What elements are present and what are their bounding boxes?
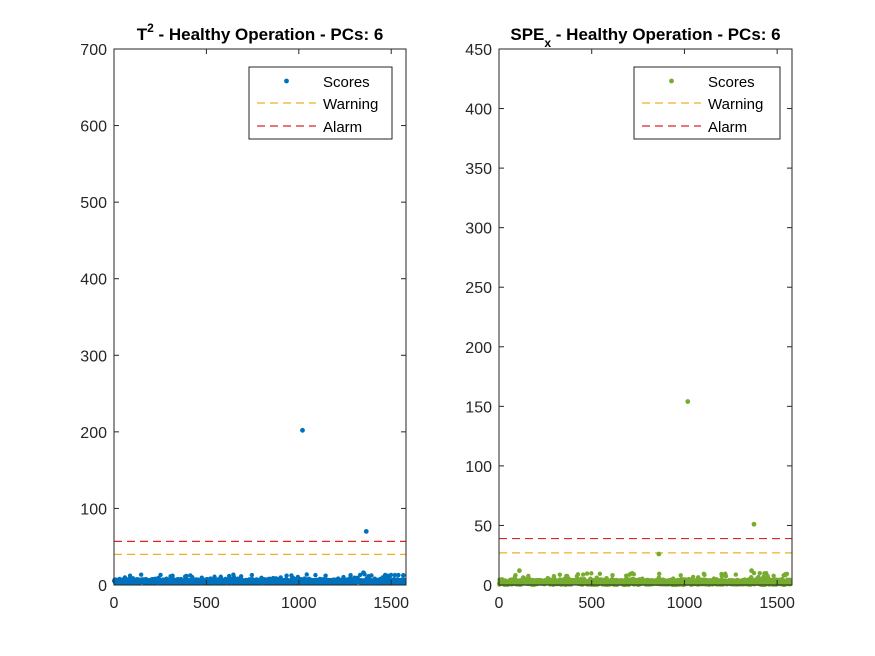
- score-point: [170, 573, 175, 578]
- title-subscript: x: [544, 36, 551, 50]
- chart-panel-1: 0 100 200 300 400 500 600 700 0 500 1000 1500 T2 - H…: [80, 21, 409, 612]
- legend-scores-marker: [669, 78, 674, 84]
- y-tick-label: 450: [465, 42, 492, 59]
- score-point: [771, 573, 776, 578]
- score-point: [757, 571, 762, 576]
- score-point: [580, 572, 586, 577]
- legend: Scores Warning Alarm: [248, 66, 393, 140]
- legend-warning-label: Warning: [708, 96, 763, 113]
- score-point: [784, 571, 790, 577]
- legend-warning-label: Warning: [323, 96, 378, 113]
- legend: Scores Warning Alarm: [633, 66, 781, 140]
- score-point: [396, 572, 401, 578]
- score-point: [127, 573, 133, 578]
- score-point: [385, 573, 390, 578]
- legend-scores-label: Scores: [323, 74, 370, 91]
- y-tick-label: 300: [465, 221, 492, 238]
- score-point: [610, 572, 615, 578]
- score-point: [719, 573, 725, 579]
- score-point-outlier: [516, 568, 522, 574]
- title-main: T: [137, 25, 148, 44]
- title-superscript: 2: [147, 21, 154, 35]
- x-tick-label: 1000: [667, 595, 703, 612]
- score-point: [249, 572, 255, 578]
- score-point: [678, 573, 683, 578]
- x-tick-label: 1500: [759, 595, 795, 612]
- score-point: [313, 572, 318, 578]
- legend-alarm-label: Alarm: [708, 119, 747, 136]
- y-tick-label: 400: [80, 272, 107, 289]
- score-point: [357, 572, 363, 578]
- y-tick-label: 100: [80, 501, 107, 518]
- y-tick-label: 200: [465, 340, 492, 357]
- score-point-outlier: [751, 521, 757, 527]
- title-rest: - Healthy Operation - PCs: 6: [154, 25, 384, 44]
- score-point: [388, 572, 394, 578]
- score-point: [575, 572, 581, 577]
- title-main: SPE: [510, 25, 544, 44]
- y-tick-label: 500: [80, 195, 107, 212]
- legend-scores-label: Scores: [708, 74, 755, 91]
- score-point: [138, 572, 144, 577]
- y-tick-label: 700: [80, 42, 107, 59]
- score-point-outlier: [300, 427, 305, 433]
- axes-box: [498, 48, 793, 586]
- score-point: [323, 573, 328, 578]
- y-tick-label: 0: [98, 578, 107, 595]
- score-point: [787, 577, 793, 583]
- x-tick-label: 500: [193, 595, 220, 612]
- scores-series: [111, 427, 407, 586]
- title-rest: - Healthy Operation - PCs: 6: [551, 25, 781, 44]
- score-point: [657, 571, 662, 577]
- score-point: [304, 572, 309, 577]
- score-point: [401, 577, 407, 583]
- x-tick-label: 0: [110, 595, 119, 612]
- score-point: [158, 572, 163, 578]
- y-tick-label: 100: [465, 459, 492, 476]
- y-tick-label: 350: [465, 161, 492, 178]
- score-point: [584, 571, 590, 576]
- y-tick-label: 150: [465, 399, 492, 416]
- score-point: [597, 571, 603, 577]
- score-point: [624, 573, 629, 578]
- score-point: [557, 572, 563, 577]
- score-point: [392, 572, 398, 578]
- y-tick-label: 50: [474, 518, 492, 535]
- score-point: [690, 574, 696, 580]
- chart-title: T2 - Healthy Operation - PCs: 6: [137, 21, 384, 44]
- score-point: [238, 574, 244, 579]
- x-tick-label: 500: [578, 595, 605, 612]
- score-point: [513, 573, 518, 578]
- legend-scores-marker: [284, 78, 289, 84]
- score-point: [733, 572, 739, 577]
- chart-title: SPEx - Healthy Operation - PCs: 6: [510, 25, 780, 50]
- score-point: [723, 574, 729, 579]
- score-point-outlier: [685, 399, 691, 404]
- y-tick-label: 600: [80, 119, 107, 136]
- y-tick-label: 200: [80, 425, 107, 442]
- x-tick-label: 1500: [373, 595, 409, 612]
- legend-alarm-label: Alarm: [323, 119, 362, 136]
- y-tick-label: 300: [80, 348, 107, 365]
- y-tick-label: 400: [465, 102, 492, 119]
- score-point-outlier: [656, 551, 662, 557]
- score-point: [184, 573, 189, 579]
- score-point: [284, 573, 289, 578]
- score-point: [702, 572, 707, 578]
- x-tick-label: 0: [495, 595, 504, 612]
- y-tick-label: 0: [483, 578, 492, 595]
- score-point-outlier: [749, 568, 754, 574]
- score-point-outlier: [363, 529, 369, 534]
- score-point: [631, 572, 637, 577]
- score-point: [369, 573, 374, 578]
- x-tick-label: 1000: [281, 595, 317, 612]
- axes-box: [113, 48, 407, 586]
- score-point: [401, 573, 406, 578]
- y-tick-label: 250: [465, 280, 492, 297]
- score-point-outlier: [361, 570, 366, 576]
- score-point: [348, 572, 353, 578]
- chart-panel-2: 0 50 100 150 200 250 300 350 400 450 0 500 1000 1500 S…: [465, 25, 795, 612]
- score-point: [589, 571, 594, 576]
